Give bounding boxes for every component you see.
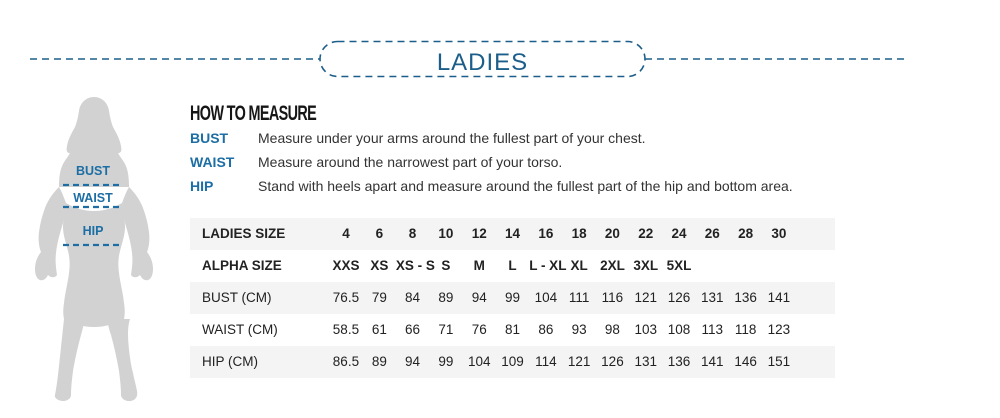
svg-text:WAIST: WAIST xyxy=(73,191,113,205)
svg-text:BUST: BUST xyxy=(76,164,110,178)
svg-text:HIP: HIP xyxy=(83,224,104,238)
